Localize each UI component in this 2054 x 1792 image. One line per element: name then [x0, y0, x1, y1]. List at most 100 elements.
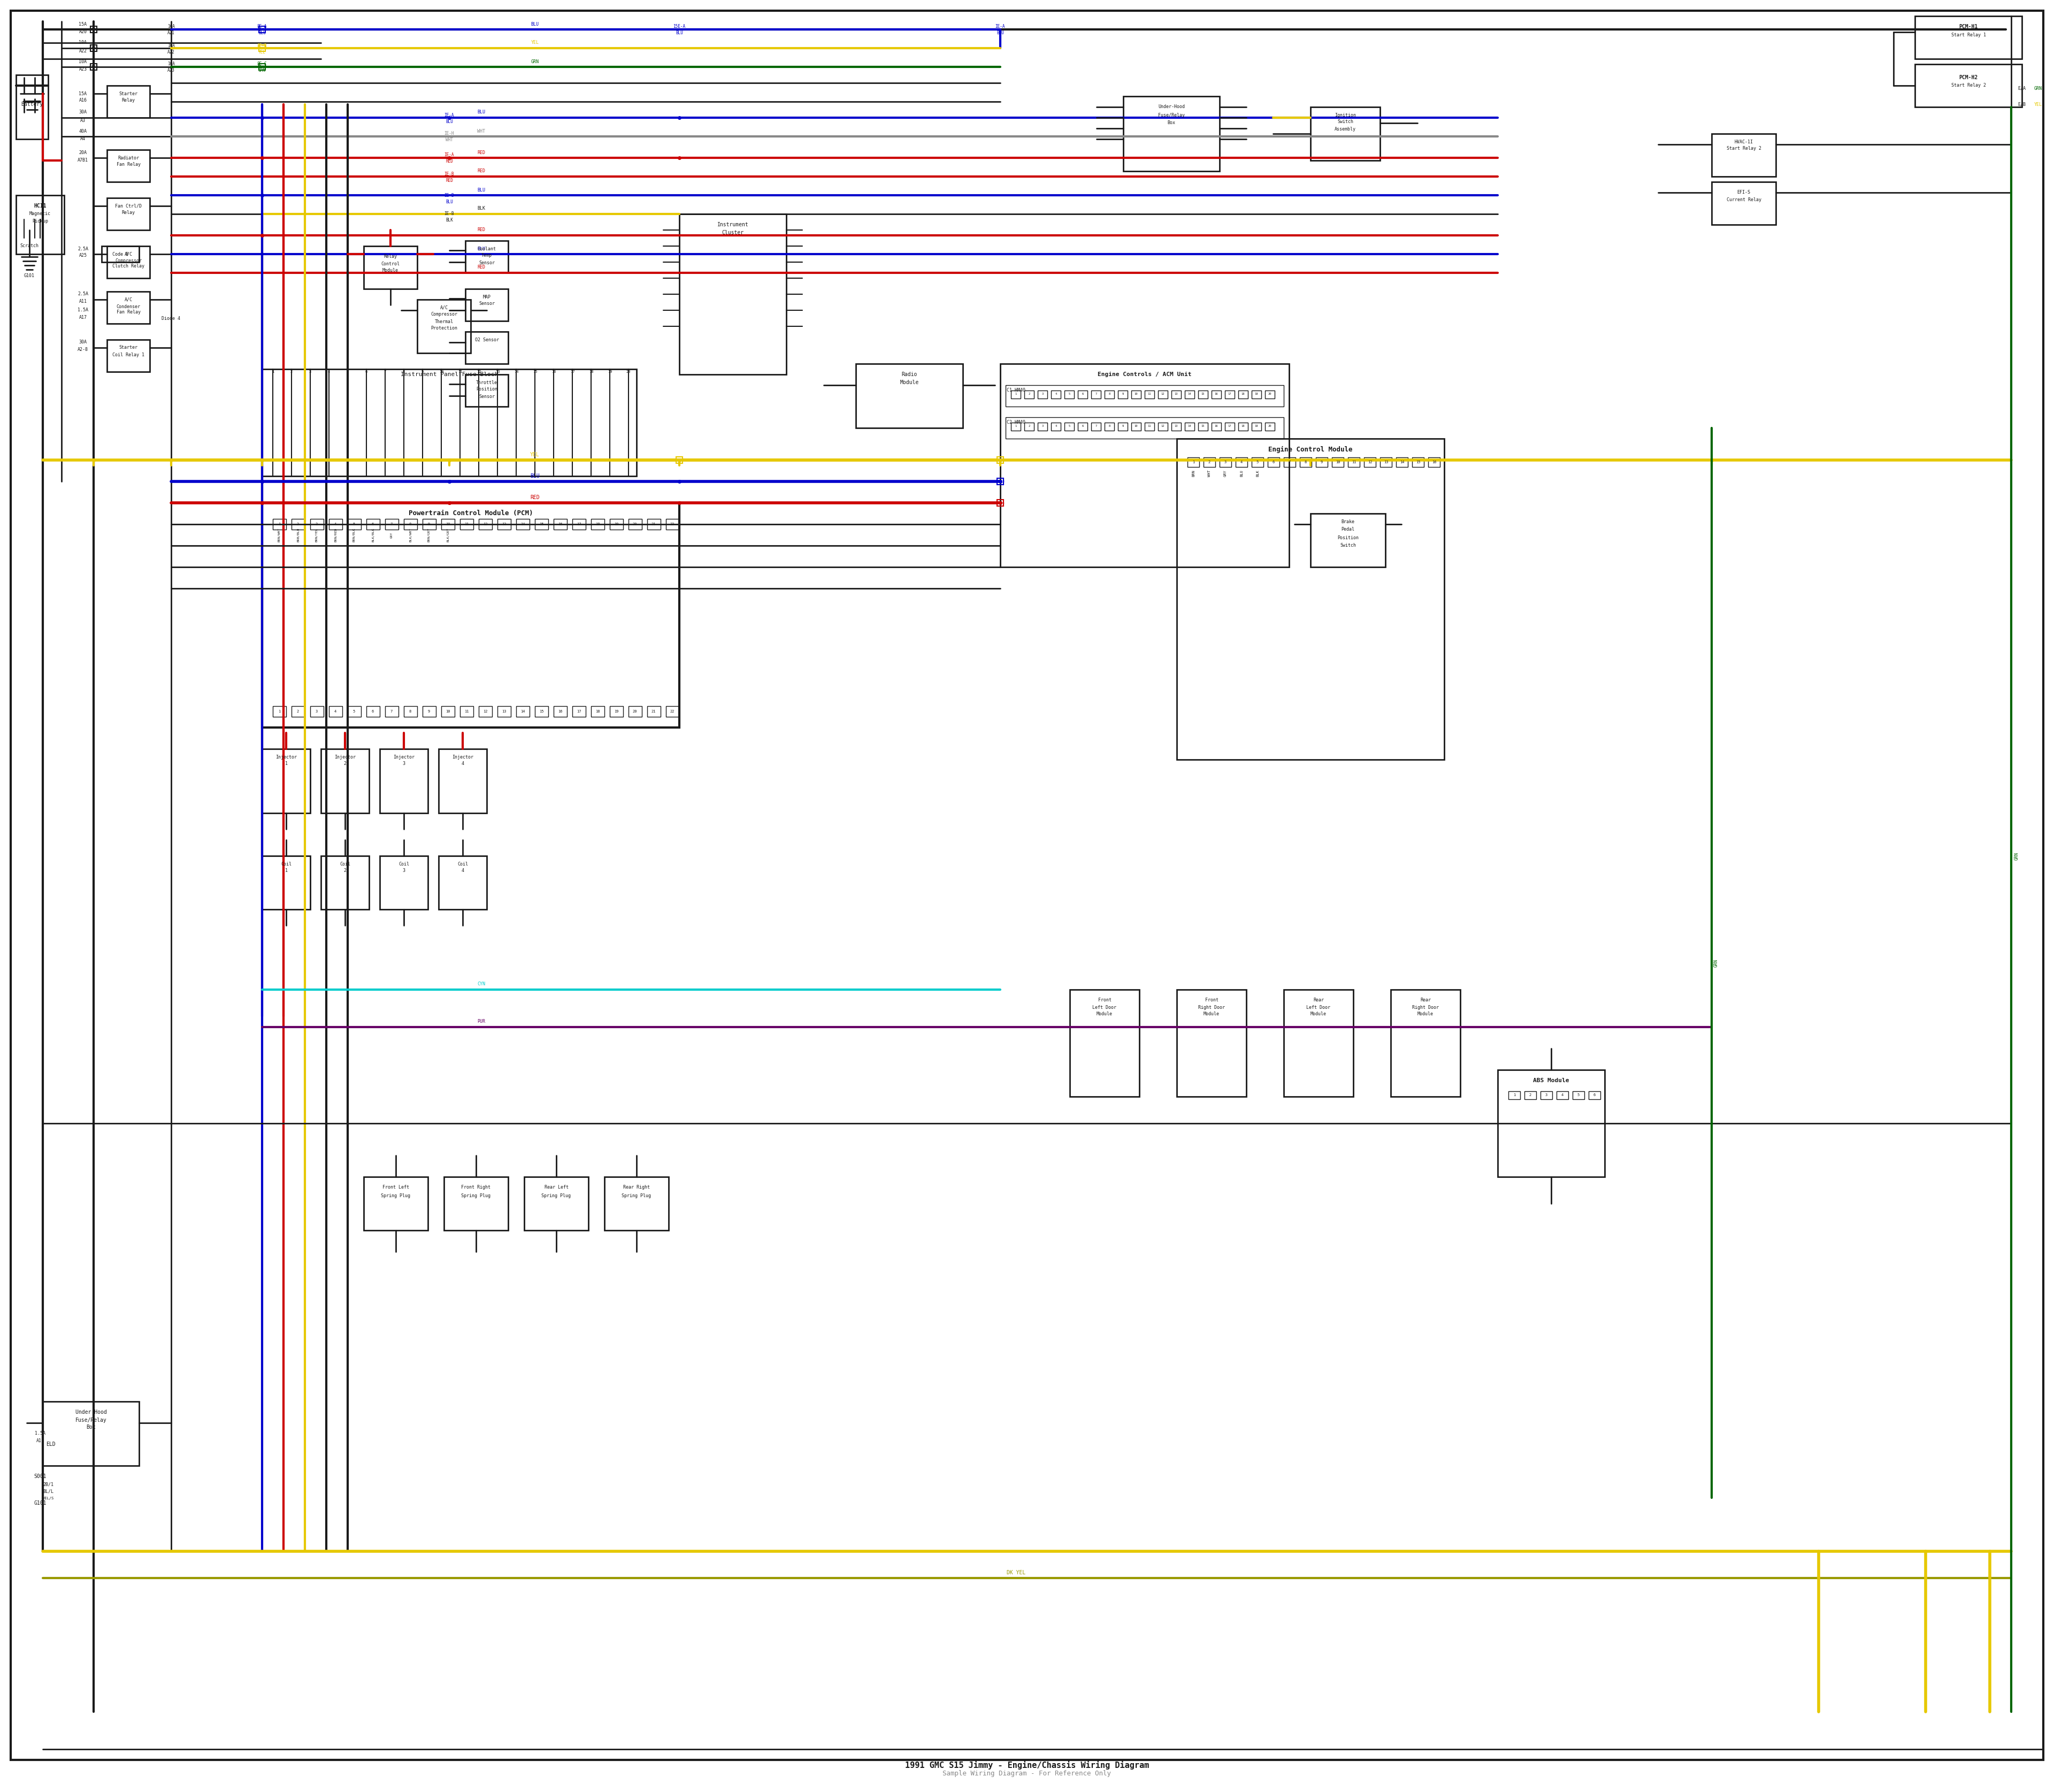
Text: 19: 19 [1255, 392, 1259, 396]
Text: Pickup: Pickup [33, 219, 47, 224]
Text: 15: 15 [1415, 461, 1419, 464]
Bar [573, 520, 585, 530]
Text: 10: 10 [446, 710, 450, 713]
Text: 2: 2 [343, 762, 347, 767]
Text: BRN/WHT: BRN/WHT [277, 529, 281, 541]
Text: IE-A: IE-A [444, 152, 454, 158]
Text: 19: 19 [614, 710, 618, 713]
Text: Condenser: Condenser [117, 305, 140, 308]
Text: C302: C302 [996, 459, 1004, 462]
Text: 10: 10 [1134, 425, 1138, 428]
Text: 2.5A: 2.5A [78, 292, 88, 297]
Text: GRN: GRN [530, 59, 538, 65]
Text: Injector: Injector [452, 754, 472, 760]
Bar [263, 857, 310, 909]
Text: 2: 2 [1528, 1093, 1532, 1097]
Bar [555, 520, 567, 530]
Text: Under Hood: Under Hood [76, 1410, 107, 1416]
Bar [442, 520, 454, 530]
Text: Module: Module [1310, 1012, 1327, 1016]
Text: 16A: 16A [168, 25, 175, 29]
Text: 9: 9 [427, 710, 429, 713]
Text: Compressor: Compressor [115, 258, 142, 263]
Text: BLU: BLU [446, 118, 454, 124]
Bar [320, 857, 370, 909]
Text: Rear Right: Rear Right [622, 1185, 649, 1190]
Text: Switch: Switch [1339, 543, 1356, 548]
Text: BLU: BLU [676, 30, 684, 36]
Text: YEL: YEL [2033, 102, 2042, 108]
Bar [1573, 1091, 1584, 1098]
Text: Left Door: Left Door [1093, 1005, 1117, 1009]
Bar [1091, 423, 1101, 430]
Text: Sample Wiring Diagram - For Reference Only: Sample Wiring Diagram - For Reference On… [943, 1770, 1111, 1776]
Text: Radio: Radio [902, 371, 918, 376]
Text: BRN/YEL: BRN/YEL [316, 529, 318, 541]
Text: 22: 22 [670, 710, 674, 713]
Bar [366, 706, 380, 717]
Text: 13: 13 [495, 371, 499, 373]
Bar [1391, 989, 1460, 1097]
Text: Radiator: Radiator [117, 156, 140, 159]
Bar [16, 195, 64, 254]
Bar [1331, 457, 1343, 468]
Bar [610, 520, 622, 530]
Bar [460, 706, 472, 717]
Text: Powertrain Control Module (PCM): Powertrain Control Module (PCM) [409, 511, 532, 518]
Bar [516, 706, 530, 717]
Text: ABS Module: ABS Module [1532, 1077, 1569, 1082]
Bar [1105, 423, 1113, 430]
Bar [1300, 457, 1313, 468]
Text: Spring Plug: Spring Plug [622, 1193, 651, 1199]
Text: Diode 4: Diode 4 [162, 315, 181, 321]
Bar [1078, 391, 1087, 398]
Text: 4: 4 [1241, 461, 1243, 464]
Text: 4: 4 [335, 523, 337, 525]
Bar [1508, 1091, 1520, 1098]
Text: 13: 13 [1175, 425, 1179, 428]
Bar [1144, 423, 1154, 430]
Bar [1132, 423, 1140, 430]
Bar [1091, 391, 1101, 398]
Bar [107, 340, 150, 371]
Bar [1224, 423, 1234, 430]
Bar [1037, 391, 1048, 398]
Text: 1.5A: 1.5A [78, 308, 88, 312]
Text: Coolant: Coolant [477, 246, 497, 251]
Bar [310, 706, 325, 717]
Text: WHT: WHT [1208, 470, 1212, 477]
Text: 4: 4 [462, 869, 464, 873]
Text: G101: G101 [25, 272, 35, 278]
Text: Relay: Relay [121, 210, 136, 215]
Text: Relay: Relay [384, 254, 396, 260]
Text: GRN: GRN [2015, 851, 2019, 860]
Text: Injector: Injector [275, 754, 298, 760]
Text: 2.5A: 2.5A [78, 246, 88, 251]
Text: GRN: GRN [2033, 86, 2042, 91]
Text: 4: 4 [1561, 1093, 1563, 1097]
Text: 9: 9 [421, 371, 423, 373]
Text: Fan Relay: Fan Relay [117, 163, 140, 167]
Text: Front Right: Front Right [462, 1185, 491, 1190]
Text: EFI-S: EFI-S [1738, 190, 1750, 195]
Text: BLK: BLK [446, 219, 454, 222]
Bar [1025, 423, 1033, 430]
Text: A/C: A/C [125, 251, 131, 256]
Bar [107, 292, 150, 324]
Text: A23: A23 [168, 68, 175, 73]
Bar [1540, 1091, 1553, 1098]
Bar [1239, 391, 1249, 398]
Bar [1557, 1091, 1569, 1098]
Text: A11: A11 [37, 1439, 43, 1443]
Text: 16: 16 [559, 523, 563, 525]
Bar [1497, 1070, 1604, 1177]
Text: RED: RED [477, 265, 485, 271]
Bar [1251, 457, 1263, 468]
Bar [1267, 457, 1280, 468]
Text: C102: C102 [88, 47, 99, 50]
Text: 9: 9 [1321, 461, 1323, 464]
Bar [320, 749, 370, 814]
Text: C103: C103 [88, 65, 99, 68]
Text: 11: 11 [1148, 392, 1150, 396]
Text: Module: Module [900, 380, 918, 385]
